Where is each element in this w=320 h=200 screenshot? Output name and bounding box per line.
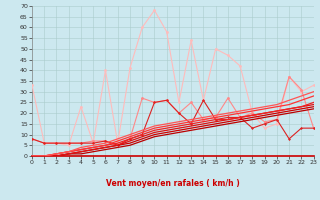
X-axis label: Vent moyen/en rafales ( km/h ): Vent moyen/en rafales ( km/h ) [106, 179, 240, 188]
